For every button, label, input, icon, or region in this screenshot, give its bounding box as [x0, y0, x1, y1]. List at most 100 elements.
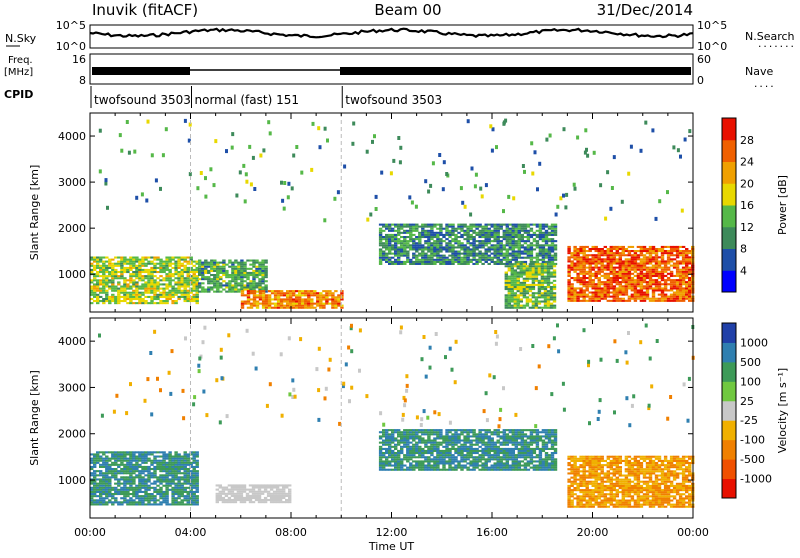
data-cell	[105, 300, 108, 302]
data-cell	[472, 253, 475, 255]
data-cell	[542, 236, 545, 238]
data-cell	[576, 269, 579, 271]
data-cell	[475, 261, 478, 263]
data-cell	[475, 263, 478, 265]
data-cell	[126, 466, 129, 468]
data-cell	[174, 478, 177, 480]
data-cell	[541, 301, 544, 303]
data-cell	[583, 256, 586, 258]
colorbar-tick-label: 20	[740, 177, 754, 190]
data-cell	[520, 307, 523, 309]
data-cell	[201, 262, 204, 264]
data-cell	[168, 451, 171, 453]
data-cell	[108, 485, 111, 487]
data-cell	[517, 267, 520, 269]
data-cell	[184, 470, 187, 472]
data-cell	[448, 469, 451, 471]
data-cell	[406, 446, 409, 448]
data-cell	[511, 284, 514, 286]
data-cell	[406, 460, 409, 462]
data-cell	[394, 437, 397, 439]
data-cell	[494, 248, 497, 250]
data-cell	[427, 452, 430, 454]
data-cell	[168, 485, 171, 487]
data-cell	[573, 258, 576, 260]
data-cell	[481, 263, 484, 265]
data-cell	[610, 267, 613, 269]
data-cell	[322, 294, 325, 296]
data-cell	[105, 298, 108, 300]
data-cell	[406, 257, 409, 259]
data-cell	[153, 296, 156, 298]
data-cell	[573, 265, 576, 267]
data-cell	[181, 501, 184, 503]
data-cell	[554, 228, 557, 230]
data-cell	[430, 433, 433, 435]
data-cell	[141, 462, 144, 464]
data-cell	[508, 288, 511, 290]
data-cell	[132, 261, 135, 263]
data-cell	[265, 301, 268, 303]
data-cell	[532, 284, 535, 286]
data-cell	[637, 267, 640, 269]
data-cell	[655, 263, 658, 265]
data-cell	[93, 501, 96, 503]
data-cell	[427, 240, 430, 242]
data-cell	[676, 263, 679, 265]
data-cell	[554, 224, 557, 226]
data-cell	[500, 224, 503, 226]
data-cell	[589, 277, 592, 279]
data-cell	[193, 275, 196, 277]
data-cell	[129, 466, 132, 468]
data-cell	[379, 263, 382, 265]
data-cell	[96, 259, 99, 261]
data-cell	[397, 248, 400, 250]
data-cell	[429, 184, 432, 188]
data-cell	[553, 286, 556, 288]
data-cell	[184, 269, 187, 271]
freq-right-tick-bottom: 0	[697, 74, 704, 87]
data-cell	[595, 267, 598, 269]
data-cell	[162, 153, 165, 157]
data-cell	[111, 456, 114, 458]
data-cell	[469, 242, 472, 244]
data-cell	[174, 493, 177, 495]
data-cell	[162, 261, 165, 263]
data-cell	[506, 236, 509, 238]
data-cell	[553, 263, 556, 265]
data-cell	[454, 236, 457, 238]
data-cell	[147, 501, 150, 503]
data-cell	[165, 495, 168, 497]
data-cell	[168, 466, 171, 468]
data-cell	[231, 280, 234, 282]
data-cell	[610, 258, 613, 260]
data-cell	[216, 286, 219, 288]
data-cell	[301, 303, 304, 305]
data-cell	[225, 282, 228, 284]
data-cell	[439, 456, 442, 458]
data-cell	[117, 470, 120, 472]
data-cell	[126, 489, 129, 491]
data-cell	[589, 281, 592, 283]
data-cell	[515, 234, 518, 236]
data-cell	[676, 283, 679, 285]
data-cell	[120, 497, 123, 499]
data-cell	[460, 246, 463, 248]
data-cell	[216, 274, 219, 276]
data-cell	[174, 489, 177, 491]
data-cell	[310, 305, 313, 307]
data-cell	[538, 296, 541, 298]
data-cell	[391, 456, 394, 458]
data-cell	[216, 484, 219, 486]
data-cell	[147, 453, 150, 455]
data-cell	[533, 244, 536, 246]
data-cell	[90, 265, 93, 267]
data-cell	[391, 446, 394, 448]
data-cell	[448, 462, 451, 464]
data-cell	[631, 258, 634, 260]
data-cell	[524, 257, 527, 259]
data-cell	[634, 283, 637, 285]
data-cell	[415, 261, 418, 263]
data-cell	[518, 255, 521, 257]
data-cell	[168, 453, 171, 455]
